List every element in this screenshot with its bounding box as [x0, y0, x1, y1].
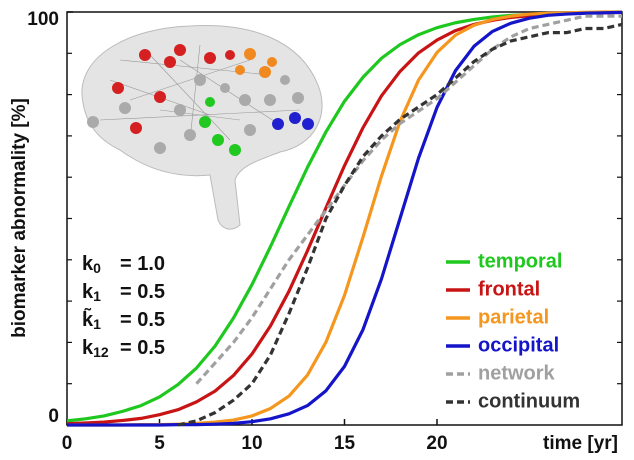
legend-label: temporal	[478, 250, 562, 272]
y-tick-label: 100	[27, 9, 59, 30]
annotation: k1 = 0.5	[82, 281, 165, 303]
annotation-symbol: k	[82, 337, 94, 359]
annotation: k̃1 = 0.5	[82, 307, 165, 331]
series-line	[66, 10, 623, 426]
annotation-symbol: k	[82, 253, 94, 275]
legend-label: occipital	[478, 334, 559, 356]
legend-label: frontal	[478, 278, 540, 300]
annotation-symbol: k	[82, 281, 94, 303]
annotation-subscript: 0	[93, 260, 101, 276]
x-tick-label: 5	[154, 433, 165, 454]
legend-label: network	[478, 362, 556, 384]
annotation-subscript: 1	[93, 288, 101, 304]
annotation-value: = 0.5	[120, 337, 165, 359]
series-line	[67, 10, 623, 427]
y-axis-label: biomarker abnormality [%]	[9, 98, 30, 338]
y-tick-label: 0	[48, 406, 59, 427]
legend-label: parietal	[478, 306, 549, 328]
x-tick-label: 0	[62, 433, 73, 454]
annotation-subscript: 12	[93, 344, 109, 360]
legend-label: continuum	[478, 390, 580, 412]
annotation-value: = 1.0	[120, 253, 165, 275]
x-tick-label: 20	[426, 433, 447, 454]
x-tick-label: 15	[334, 433, 356, 454]
annotation: k12 = 0.5	[82, 337, 165, 359]
x-tick-label: 10	[241, 433, 262, 454]
brain-inset	[81, 24, 323, 230]
annotation-symbol: k̃	[82, 307, 94, 331]
x-axis-label: time [yr]	[543, 433, 618, 454]
series-line	[177, 22, 623, 427]
annotation-subscript: 1	[93, 316, 101, 332]
annotation-value: = 0.5	[120, 309, 165, 331]
annotation: k0 = 1.0	[82, 253, 165, 275]
series-line	[195, 14, 622, 385]
annotation-value: = 0.5	[120, 281, 165, 303]
